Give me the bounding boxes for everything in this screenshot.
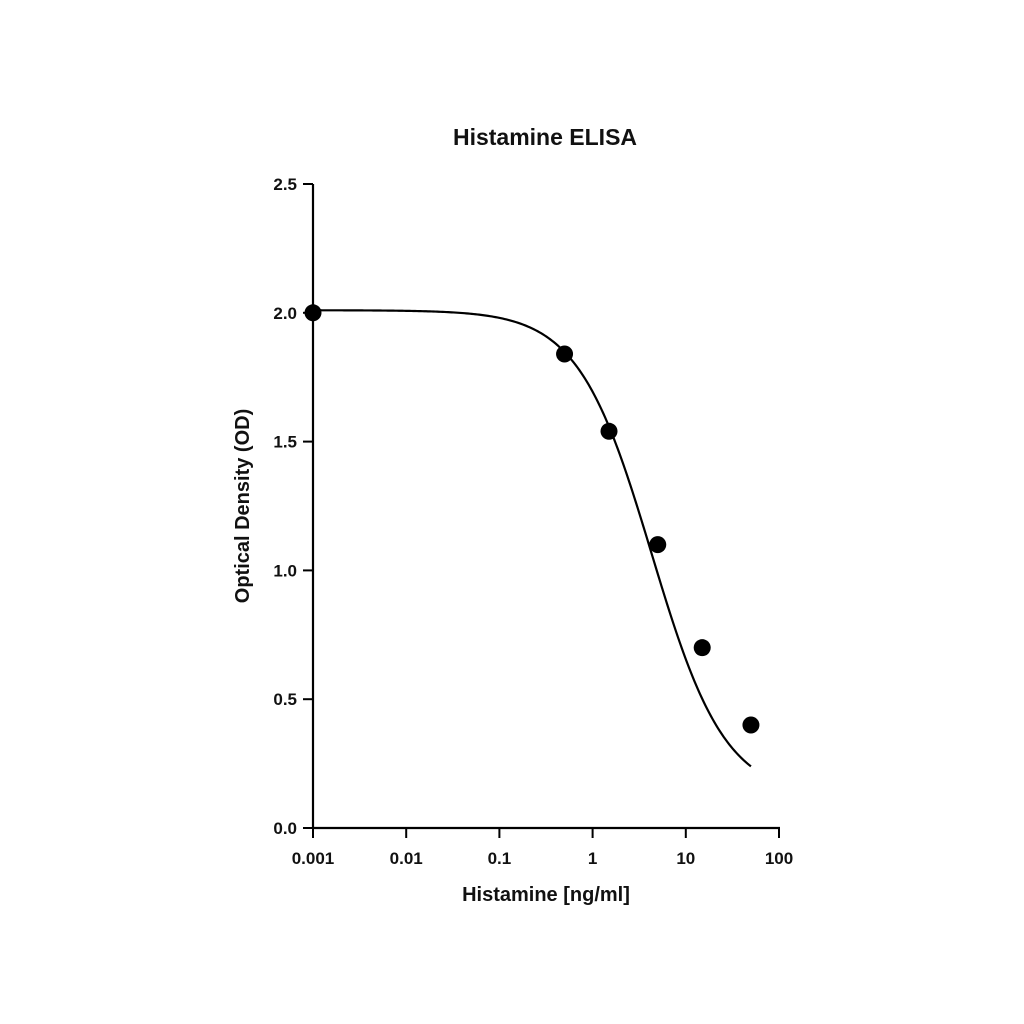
data-points [304, 304, 760, 734]
x-tick-label: 1 [588, 849, 597, 868]
x-tick-label: 0.1 [488, 849, 512, 868]
x-tick-label: 0.01 [390, 849, 423, 868]
y-tick-label: 1.5 [273, 433, 297, 452]
x-tick-label: 10 [676, 849, 695, 868]
data-point [693, 639, 711, 657]
x-axis-title: Histamine [ng/ml] [462, 884, 630, 906]
x-tick-label: 0.001 [292, 849, 335, 868]
chart-title: Histamine ELISA [453, 124, 637, 150]
data-point [600, 422, 618, 440]
data-point [304, 304, 322, 322]
y-axis-title: Optical Density (OD) [232, 409, 254, 603]
axes: 0.001 0.01 0.1 1 10 100 0.0 0.5 1.0 1.5 2.0 2.5 [273, 175, 793, 868]
y-tick-label: 2.0 [273, 304, 297, 323]
y-tick-label: 2.5 [273, 175, 297, 194]
y-tick-label: 0.0 [273, 819, 297, 838]
y-tick-label: 0.5 [273, 690, 297, 709]
y-tick-label: 1.0 [273, 561, 297, 580]
fit-curve [312, 309, 752, 768]
x-tick-label: 100 [765, 849, 793, 868]
data-point [556, 345, 574, 363]
data-point [649, 536, 667, 554]
data-point [742, 716, 760, 734]
